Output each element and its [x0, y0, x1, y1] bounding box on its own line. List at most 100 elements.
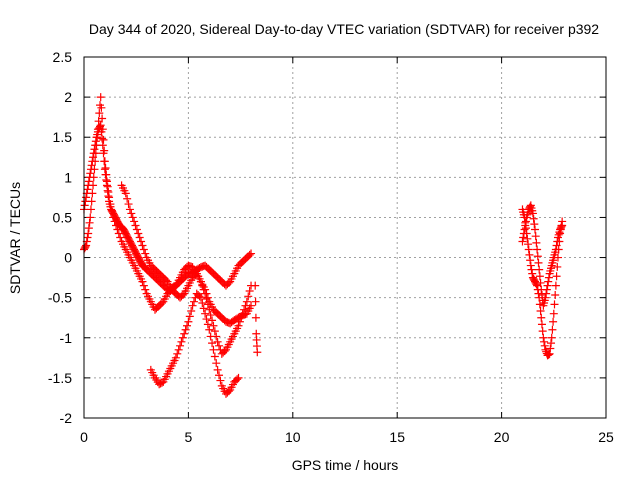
data-point [99, 135, 108, 144]
data-point [245, 286, 254, 295]
data-point [137, 237, 146, 246]
data-point [538, 327, 547, 336]
data-point [90, 145, 99, 154]
data-point [523, 234, 532, 243]
data-point [98, 125, 107, 134]
y-tick-label: 1.5 [53, 129, 73, 145]
data-point [547, 333, 556, 342]
data-point [544, 277, 553, 286]
data-point [84, 177, 93, 186]
data-point [540, 341, 549, 350]
data-point [205, 305, 214, 314]
data-point [84, 229, 93, 238]
data-point [213, 365, 222, 374]
data-point [132, 225, 141, 234]
data-point [532, 238, 541, 247]
data-point [210, 352, 219, 361]
x-tick-label: 10 [285, 429, 301, 445]
data-point [100, 157, 109, 166]
data-point [121, 189, 130, 198]
data-point [199, 285, 208, 294]
data-point [181, 325, 190, 334]
y-axis-label: SDTVAR / TECUs [7, 182, 23, 294]
data-point [220, 347, 229, 356]
data-point [240, 305, 249, 314]
data-point [100, 165, 109, 174]
data-point [520, 225, 529, 234]
x-tick-label: 25 [598, 429, 614, 445]
data-point [536, 278, 545, 287]
y-tick-label: 0.5 [53, 209, 73, 225]
data-point [139, 281, 148, 290]
data-point [521, 217, 530, 226]
data-point [524, 245, 533, 254]
data-point [138, 277, 147, 286]
data-point [533, 252, 542, 261]
data-point [189, 297, 198, 306]
data-point [531, 225, 540, 234]
data-point [199, 304, 208, 313]
data-point [125, 205, 134, 214]
data-point [183, 321, 192, 330]
data-point [84, 224, 93, 233]
data-point [247, 249, 256, 258]
data-point [552, 241, 561, 250]
data-point [93, 133, 102, 142]
data-point [245, 250, 254, 259]
data-point [552, 272, 561, 281]
data-point [528, 269, 537, 278]
data-point [196, 293, 205, 302]
y-tick-label: -2 [60, 410, 73, 426]
data-point [208, 339, 217, 348]
data-point [87, 197, 96, 206]
data-point [521, 221, 530, 230]
data-point [113, 225, 122, 234]
data-point [201, 309, 210, 318]
data-point [558, 221, 567, 230]
y-tick-label: 1 [64, 169, 72, 185]
data-point [116, 233, 125, 242]
data-point [180, 329, 189, 338]
data-point [98, 134, 107, 143]
data-point [203, 320, 212, 329]
data-point [86, 169, 95, 178]
data-point [110, 217, 119, 226]
data-point [103, 182, 112, 191]
data-point [201, 289, 210, 298]
data-point [209, 345, 218, 354]
data-point [174, 345, 183, 354]
data-point [176, 341, 185, 350]
x-tick-label: 20 [494, 429, 510, 445]
data-point [541, 293, 550, 302]
data-point [216, 376, 225, 385]
data-point [235, 317, 244, 326]
data-point [553, 262, 562, 271]
data-point [535, 265, 544, 274]
data-point [89, 153, 98, 162]
data-point [90, 165, 99, 174]
data-point [171, 353, 180, 362]
y-tick-label: -1.5 [48, 370, 72, 386]
data-point [95, 109, 104, 118]
data-point [86, 205, 95, 214]
data-point [233, 375, 242, 384]
data-point [251, 297, 260, 306]
data-point [542, 289, 551, 298]
data-point [96, 121, 105, 130]
data-point [529, 214, 538, 223]
data-point [102, 177, 111, 186]
x-tick-label: 0 [80, 429, 88, 445]
data-point [198, 281, 207, 290]
data-point [530, 220, 539, 229]
data-point [88, 189, 97, 198]
data-point [124, 200, 133, 209]
data-point [537, 320, 546, 329]
data-point [178, 333, 187, 342]
y-tick-label: -1 [60, 330, 73, 346]
data-point [81, 242, 90, 251]
grid-layer [84, 57, 606, 418]
data-point [234, 373, 243, 382]
data-point [178, 290, 187, 299]
